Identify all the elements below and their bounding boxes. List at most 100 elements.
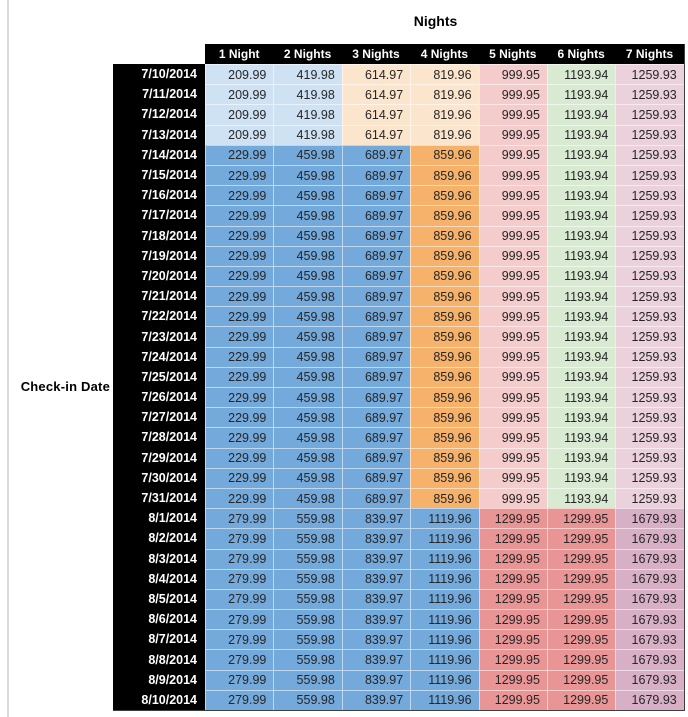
column-header: 2 Nights bbox=[273, 44, 342, 64]
price-cell: 1193.94 bbox=[546, 387, 616, 408]
price-cell: 229.99 bbox=[205, 306, 274, 327]
price-cell: 999.95 bbox=[478, 306, 547, 327]
row-header-date: 7/21/2014 bbox=[113, 286, 205, 307]
price-cell: 819.96 bbox=[410, 104, 479, 125]
price-cell: 1259.93 bbox=[615, 144, 684, 165]
price-cell: 1193.94 bbox=[546, 467, 616, 488]
table-row: 7/20/2014 229.99 459.98 689.97 859.96 999.95 1… bbox=[113, 265, 684, 287]
row-header-date: 7/26/2014 bbox=[113, 387, 205, 408]
price-cell: 1299.95 bbox=[478, 629, 547, 650]
price-cell: 1193.94 bbox=[546, 366, 616, 387]
price-cell: 999.95 bbox=[478, 427, 547, 448]
price-cell: 1299.95 bbox=[478, 568, 547, 589]
price-cell: 559.98 bbox=[273, 588, 342, 610]
price-cell: 689.97 bbox=[341, 164, 411, 186]
price-cell: 1299.95 bbox=[478, 669, 547, 690]
row-header-date: 7/14/2014 bbox=[113, 144, 205, 165]
pricing-table: 1 Night 2 Nights 3 Nights 4 Nights 5 Nights 6… bbox=[113, 44, 685, 711]
price-cell: 1193.94 bbox=[546, 124, 616, 145]
price-cell: 999.95 bbox=[478, 326, 547, 347]
price-cell: 839.97 bbox=[341, 629, 411, 650]
price-cell: 229.99 bbox=[205, 205, 274, 226]
table-row: 7/19/2014 229.99 459.98 689.97 859.96 999.95 1… bbox=[113, 245, 684, 266]
row-header-date: 7/15/2014 bbox=[113, 164, 205, 186]
price-cell: 1299.95 bbox=[478, 689, 547, 710]
table-row: 7/30/2014 229.99 459.98 689.97 859.96 999.95 1… bbox=[113, 467, 684, 488]
price-cell: 459.98 bbox=[273, 205, 342, 226]
price-cell: 1193.94 bbox=[546, 286, 616, 307]
price-cell: 279.99 bbox=[205, 689, 274, 710]
price-cell: 1679.93 bbox=[615, 588, 684, 610]
price-cell: 459.98 bbox=[273, 407, 342, 428]
price-cell: 689.97 bbox=[341, 366, 411, 387]
price-cell: 229.99 bbox=[205, 487, 274, 509]
price-cell: 1259.93 bbox=[615, 265, 684, 287]
price-cell: 839.97 bbox=[341, 528, 411, 549]
price-cell: 839.97 bbox=[341, 669, 411, 690]
price-cell: 459.98 bbox=[273, 467, 342, 488]
price-cell: 999.95 bbox=[478, 265, 547, 287]
price-cell: 1259.93 bbox=[615, 124, 684, 145]
price-cell: 1679.93 bbox=[615, 508, 684, 529]
row-header-date: 8/6/2014 bbox=[113, 609, 205, 630]
table-row: 7/21/2014 229.99 459.98 689.97 859.96 999.95 1… bbox=[113, 286, 684, 307]
price-cell: 999.95 bbox=[478, 245, 547, 266]
table-row: 7/15/2014 229.99 459.98 689.97 859.96 999.95 1… bbox=[113, 164, 684, 186]
price-cell: 279.99 bbox=[205, 629, 274, 650]
price-cell: 859.96 bbox=[410, 447, 479, 468]
table-row: 8/4/2014 279.99 559.98 839.97 1119.96 1299.95… bbox=[113, 568, 684, 589]
price-cell: 819.96 bbox=[410, 84, 479, 105]
price-cell: 689.97 bbox=[341, 487, 411, 509]
price-cell: 559.98 bbox=[273, 508, 342, 529]
price-cell: 229.99 bbox=[205, 245, 274, 266]
price-cell: 689.97 bbox=[341, 185, 411, 206]
row-header-date: 8/8/2014 bbox=[113, 649, 205, 670]
price-cell: 1259.93 bbox=[615, 164, 684, 186]
price-cell: 859.96 bbox=[410, 306, 479, 327]
price-cell: 229.99 bbox=[205, 467, 274, 488]
table-row: 7/23/2014 229.99 459.98 689.97 859.96 999.95 1… bbox=[113, 326, 684, 347]
price-cell: 1299.95 bbox=[546, 609, 616, 630]
table-row: 8/3/2014 279.99 559.98 839.97 1119.96 1299.95… bbox=[113, 548, 684, 569]
price-cell: 1299.95 bbox=[478, 588, 547, 610]
price-cell: 999.95 bbox=[478, 185, 547, 206]
price-cell: 689.97 bbox=[341, 346, 411, 367]
price-cell: 689.97 bbox=[341, 245, 411, 266]
column-header: 1 Night bbox=[205, 44, 274, 64]
price-cell: 1259.93 bbox=[615, 205, 684, 226]
price-cell: 229.99 bbox=[205, 185, 274, 206]
price-cell: 1193.94 bbox=[546, 346, 616, 367]
price-cell: 859.96 bbox=[410, 467, 479, 488]
table-row: 8/1/2014 279.99 559.98 839.97 1119.96 1299.95… bbox=[113, 508, 684, 529]
price-cell: 1193.94 bbox=[546, 104, 616, 125]
price-cell: 1119.96 bbox=[410, 568, 479, 589]
price-cell: 279.99 bbox=[205, 649, 274, 670]
row-header-date: 8/7/2014 bbox=[113, 629, 205, 650]
price-cell: 279.99 bbox=[205, 508, 274, 529]
price-cell: 859.96 bbox=[410, 407, 479, 428]
table-row: 7/31/2014 229.99 459.98 689.97 859.96 999.95 1… bbox=[113, 487, 684, 509]
price-cell: 839.97 bbox=[341, 568, 411, 589]
price-cell: 689.97 bbox=[341, 306, 411, 327]
column-header: 6 Nights bbox=[546, 44, 616, 64]
price-cell: 859.96 bbox=[410, 326, 479, 347]
row-header-date: 8/9/2014 bbox=[113, 669, 205, 690]
price-cell: 1119.96 bbox=[410, 548, 479, 569]
price-cell: 839.97 bbox=[341, 588, 411, 610]
price-cell: 459.98 bbox=[273, 326, 342, 347]
price-cell: 1299.95 bbox=[478, 649, 547, 670]
price-cell: 689.97 bbox=[341, 286, 411, 307]
price-cell: 689.97 bbox=[341, 427, 411, 448]
price-cell: 1193.94 bbox=[546, 265, 616, 287]
table-body: 7/10/2014 209.99 419.98 614.97 819.96 999.95 1… bbox=[113, 64, 684, 710]
price-cell: 279.99 bbox=[205, 568, 274, 589]
price-cell: 1119.96 bbox=[410, 508, 479, 529]
price-cell: 689.97 bbox=[341, 225, 411, 246]
price-cell: 689.97 bbox=[341, 144, 411, 165]
price-cell: 1119.96 bbox=[410, 669, 479, 690]
row-header-date: 7/25/2014 bbox=[113, 366, 205, 387]
price-cell: 1259.93 bbox=[615, 447, 684, 468]
price-cell: 1259.93 bbox=[615, 467, 684, 488]
row-header-date: 7/29/2014 bbox=[113, 447, 205, 468]
row-header-date: 8/1/2014 bbox=[113, 508, 205, 529]
